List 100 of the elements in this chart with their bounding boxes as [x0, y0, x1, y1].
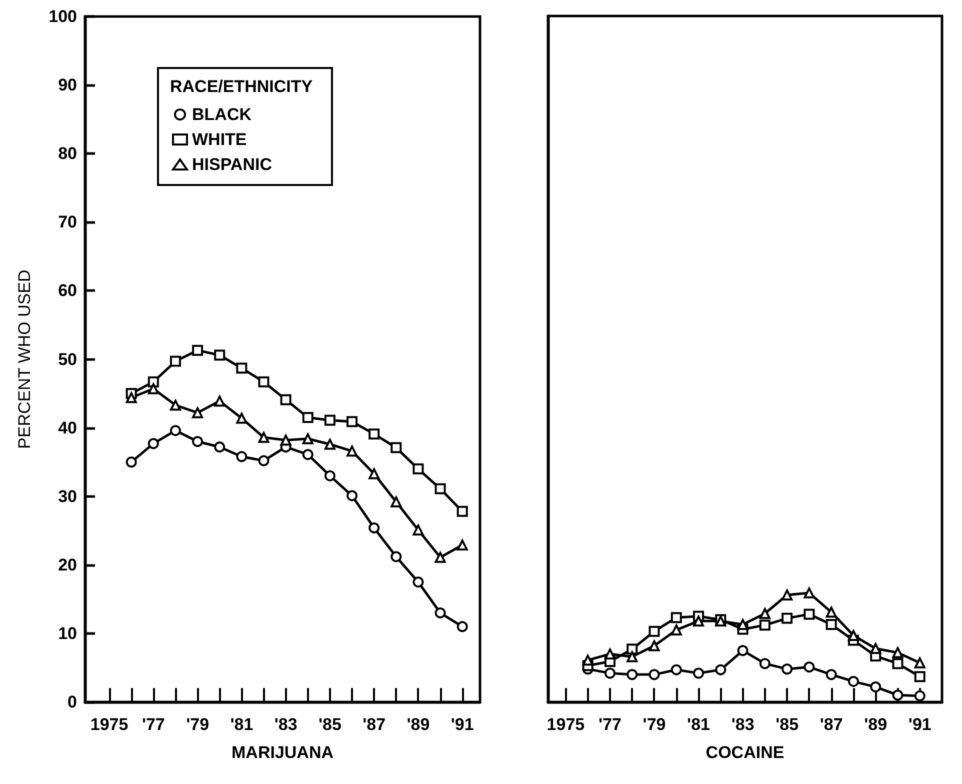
- point: [693, 616, 704, 627]
- point: [390, 442, 402, 454]
- y-tick-label: 40: [58, 418, 77, 438]
- point: [258, 376, 270, 388]
- point: [390, 496, 402, 508]
- point: [626, 651, 638, 662]
- x-tick-label: '81: [230, 715, 254, 734]
- point: [368, 428, 380, 440]
- y-tick-label: 70: [58, 212, 77, 232]
- point: [346, 490, 358, 502]
- point: [759, 620, 770, 631]
- point: [804, 587, 815, 598]
- legend-label: WHITE: [192, 130, 247, 149]
- point: [870, 681, 882, 692]
- y-tick-label: 90: [58, 76, 77, 95]
- point: [302, 449, 314, 460]
- point: [648, 669, 660, 680]
- point: [914, 690, 926, 702]
- point: [192, 407, 204, 418]
- point: [670, 612, 682, 624]
- point: [892, 658, 904, 670]
- point: [412, 463, 424, 474]
- x-tick-label: '81: [687, 715, 710, 734]
- point: [236, 412, 248, 424]
- point: [258, 432, 270, 443]
- point: [759, 658, 770, 670]
- point: [170, 425, 181, 436]
- x-tick-label: '89: [864, 715, 888, 734]
- point: [848, 676, 859, 687]
- x-tick-label: '83: [731, 715, 754, 734]
- point: [214, 396, 226, 407]
- x-axis-title: MARIJUANA: [232, 743, 334, 762]
- point: [126, 456, 137, 468]
- point: [892, 647, 904, 658]
- point: [914, 671, 926, 682]
- point: [648, 626, 660, 637]
- x-tick-label: '79: [642, 715, 666, 734]
- point: [759, 608, 770, 620]
- point: [826, 606, 837, 618]
- point: [648, 640, 660, 652]
- point: [456, 621, 468, 632]
- point: [148, 438, 159, 450]
- point: [782, 664, 793, 675]
- point: [280, 394, 292, 406]
- point: [737, 645, 748, 656]
- point: [236, 362, 248, 374]
- point: [456, 506, 468, 517]
- x-tick-label: '91: [908, 715, 932, 734]
- point: [604, 668, 616, 679]
- point: [280, 434, 292, 446]
- point: [214, 441, 226, 452]
- y-tick-label: 0: [68, 692, 77, 712]
- legend-label: BLACK: [192, 105, 252, 124]
- point: [346, 416, 358, 428]
- point: [412, 524, 424, 536]
- point: [826, 618, 837, 630]
- point: [390, 551, 402, 562]
- y-tick-label: 80: [58, 144, 77, 164]
- x-tick-label: '79: [186, 715, 210, 734]
- point: [434, 607, 446, 618]
- point: [804, 608, 815, 620]
- x-tick-label: '85: [318, 715, 342, 734]
- point: [892, 690, 904, 701]
- x-tick-label: '77: [598, 715, 622, 734]
- point: [302, 412, 314, 424]
- point: [782, 612, 793, 624]
- y-tick-label: 30: [58, 486, 77, 506]
- x-tick-label: '87: [362, 715, 386, 734]
- y-axis-title: PERCENT WHO USED: [15, 270, 34, 449]
- point: [192, 344, 204, 356]
- point: [715, 664, 726, 676]
- point: [258, 455, 270, 466]
- point: [826, 669, 837, 680]
- x-tick-label: '89: [406, 715, 430, 734]
- point: [170, 356, 181, 367]
- x-tick-label: 1975: [546, 715, 585, 734]
- y-tick-label: 60: [58, 281, 77, 300]
- point: [148, 383, 159, 394]
- point: [302, 433, 314, 444]
- y-tick-label: 100: [48, 7, 77, 26]
- point: [192, 436, 204, 448]
- legend-title: RACE/ETHNICITY: [170, 77, 314, 96]
- point: [914, 657, 926, 668]
- point: [693, 668, 704, 679]
- x-axis-title: COCAINE: [706, 743, 784, 762]
- point: [126, 392, 137, 404]
- point: [412, 576, 424, 588]
- point: [324, 470, 336, 482]
- point: [782, 589, 793, 600]
- point: [324, 438, 336, 450]
- point: [626, 669, 638, 680]
- point: [214, 350, 226, 361]
- x-tick-label: '83: [274, 715, 298, 734]
- y-tick-label: 50: [58, 350, 77, 369]
- y-tick-label: 10: [58, 624, 77, 643]
- point: [324, 414, 336, 426]
- y-tick-label: 20: [58, 555, 77, 574]
- x-tick-label: '85: [776, 715, 799, 734]
- point: [368, 522, 380, 534]
- point: [626, 644, 638, 655]
